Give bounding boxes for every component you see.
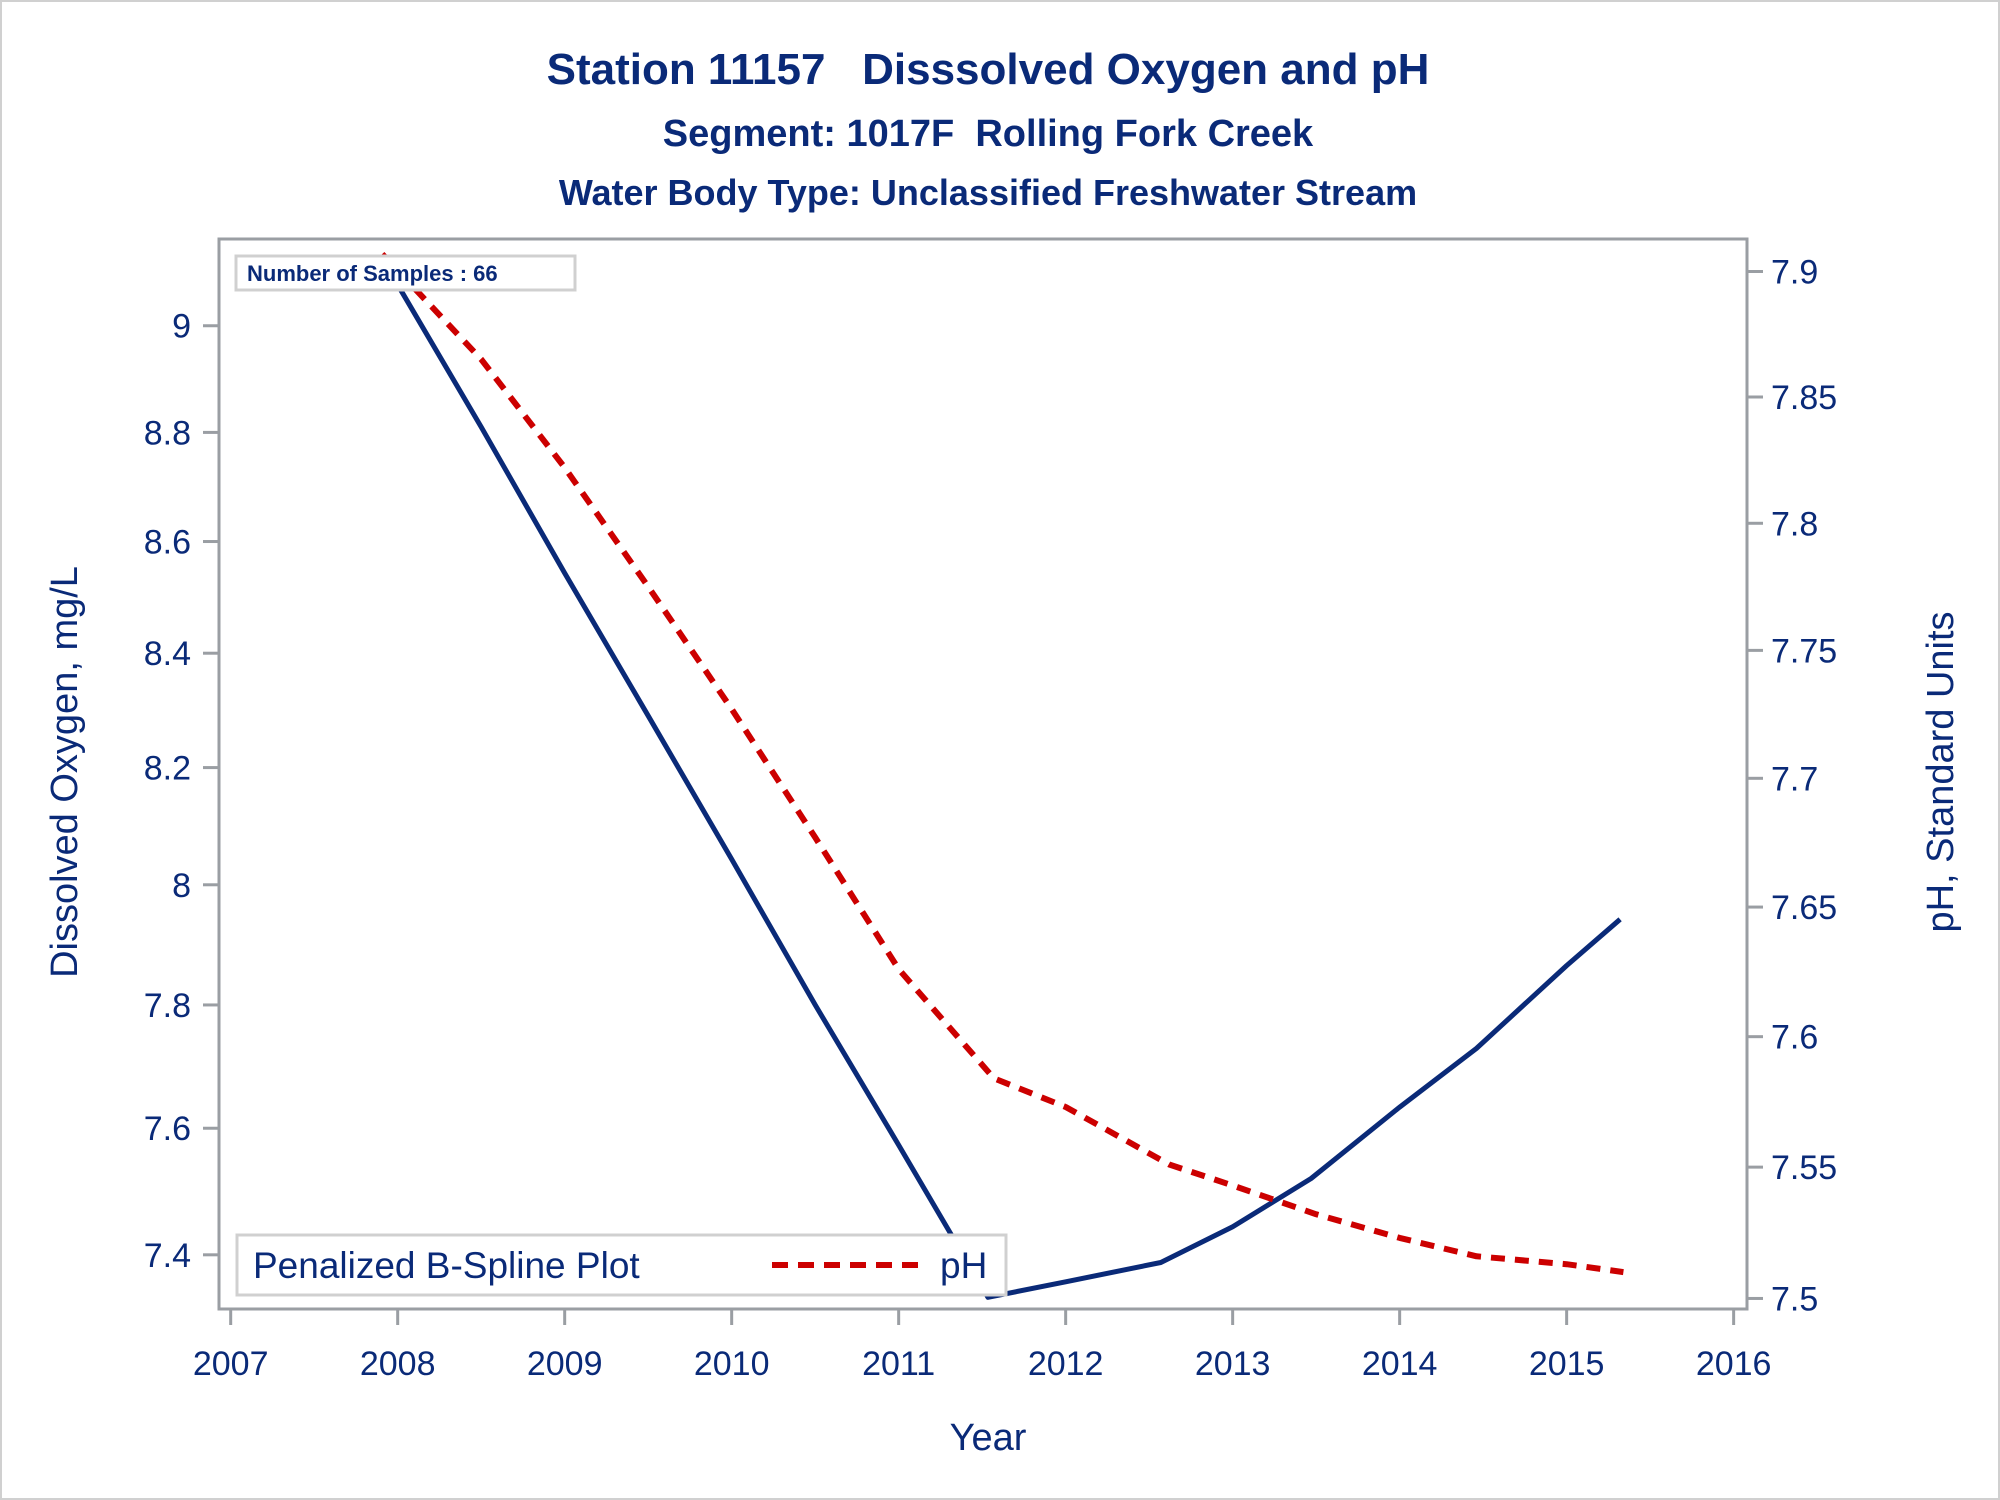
x-tick-label: 2014 [1362, 1345, 1438, 1383]
chart-title: Station 11157 Disssolved Oxygen and pH [547, 45, 1430, 94]
samples-annotation-box [234, 254, 577, 292]
legend: Penalized B-Spline Plot pH [235, 1233, 1008, 1297]
series-layer [379, 251, 1624, 1300]
y2-tick-label: 7.5 [1771, 1280, 1818, 1318]
x-tick-label: 2008 [360, 1345, 436, 1383]
y2-tick-label: 7.75 [1771, 632, 1837, 670]
y-tick-label: 8.4 [144, 635, 191, 673]
legend-ph-label: pH [940, 1245, 987, 1286]
samples-annotation: Number of Samples : 66 [234, 254, 577, 292]
y-axis-right: 7.9 7.85 7.8 7.75 7.7 7.65 7.6 7.55 7.5 [1747, 253, 1837, 1318]
y-tick-label: 8 [172, 867, 191, 905]
y-tick-label: 8.8 [144, 414, 191, 452]
dissolved-oxygen-line [379, 254, 1622, 1300]
y-tick-label: 7.4 [144, 1237, 191, 1275]
y-axis-left: 9 8.8 8.6 8.4 8.2 8 7.8 7.6 7.4 [144, 308, 219, 1275]
x-tick-label: 2012 [1028, 1345, 1104, 1383]
y-tick-label: 8.6 [144, 524, 191, 562]
y2-tick-label: 7.55 [1771, 1149, 1837, 1187]
y2-tick-label: 7.85 [1771, 379, 1837, 417]
y-tick-label: 7.6 [144, 1110, 191, 1148]
x-tick-label: 2016 [1696, 1345, 1772, 1383]
y-axis-left-label: Dissolved Oxygen, mg/L [44, 566, 86, 978]
x-tick-label: 2007 [193, 1345, 269, 1383]
y2-tick-label: 7.9 [1771, 253, 1818, 291]
plot-frame [217, 237, 1749, 1311]
x-axis-label: Year [950, 1417, 1027, 1459]
x-tick-label: 2015 [1529, 1345, 1605, 1383]
y2-tick-label: 7.7 [1771, 760, 1818, 798]
samples-annotation-text: Number of Samples : 66 [247, 261, 498, 286]
x-tick-label: 2009 [527, 1345, 603, 1383]
x-tick-label: 2011 [862, 1345, 935, 1383]
y-tick-label: 7.8 [144, 987, 191, 1025]
chart-subtitle-1: Segment: 1017F Rolling Fork Creek [663, 113, 1314, 155]
y-tick-label: 9 [172, 308, 191, 346]
x-tick-label: 2013 [1195, 1345, 1271, 1383]
y2-tick-label: 7.8 [1771, 505, 1818, 543]
x-tick-label: 2010 [694, 1345, 770, 1383]
y-tick-label: 8.2 [144, 750, 191, 788]
legend-title: Penalized B-Spline Plot [253, 1245, 640, 1286]
y-axis-right-label: pH, Standard Units [1920, 611, 1962, 932]
x-axis: 2007 2008 2009 2010 2011 2012 2013 2014 2015 2016 [193, 1309, 1772, 1383]
y2-tick-label: 7.65 [1771, 889, 1837, 927]
ph-line [380, 251, 1624, 1276]
chart-subtitle-2: Water Body Type: Unclassified Freshwater… [559, 172, 1417, 213]
y2-tick-label: 7.6 [1771, 1019, 1818, 1057]
